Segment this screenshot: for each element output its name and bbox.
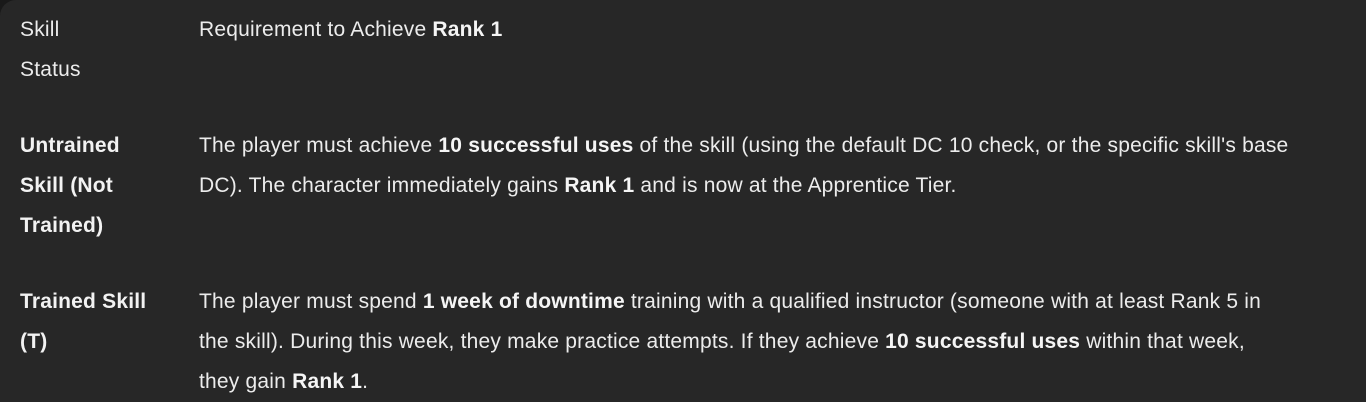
row-label-trained-skill: Trained Skill (T) (20, 290, 147, 353)
header-skill-status-label: Skill Status (20, 18, 81, 81)
row-label-untrained-skill: Untrained Skill (Not Trained) (20, 134, 120, 237)
row-requirement-untrained-skill: The player must achieve 10 successful us… (199, 134, 1289, 197)
table-header-skill-status: Skill Status (20, 10, 199, 90)
row-requirement-trained-skill: The player must spend 1 week of downtime… (199, 290, 1261, 393)
table-header-requirement: Requirement to Achieve Rank 1 (199, 18, 503, 41)
